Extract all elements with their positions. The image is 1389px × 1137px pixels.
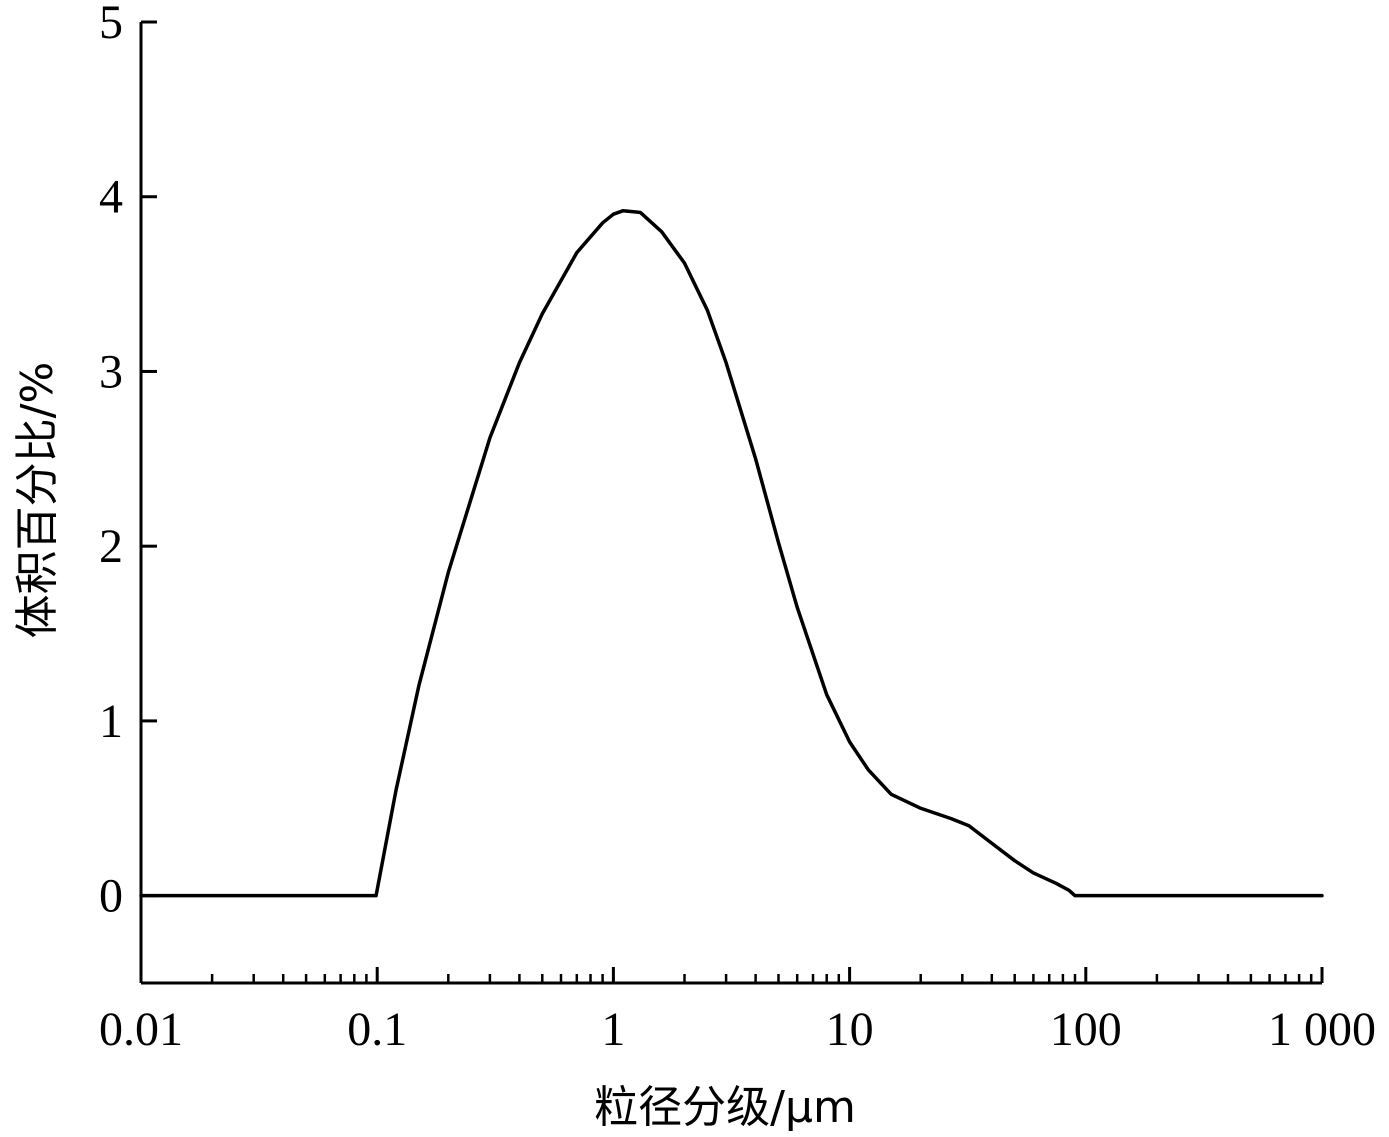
y-tick-label: 2	[99, 520, 123, 573]
x-tick-label: 1	[601, 1003, 625, 1056]
axes	[139, 22, 1322, 985]
x-tick-label: 10	[826, 1003, 874, 1056]
x-tick-label: 0.1	[347, 1003, 407, 1056]
ticks	[139, 20, 1324, 983]
x-tick-label: 100	[1050, 1003, 1122, 1056]
y-tick-label: 0	[99, 870, 123, 923]
series-line	[139, 208, 1324, 898]
y-axis-title: 体积百分比/%	[12, 362, 63, 639]
y-tick-label: 4	[99, 171, 123, 224]
x-tick-label: 1 000	[1268, 1003, 1376, 1056]
tick-labels: 0 1 2 3 4 5 0.01 0.1 1 10 100 1 000	[99, 0, 1376, 1056]
x-tick-label: 0.01	[99, 1003, 183, 1056]
y-tick-label: 5	[99, 0, 123, 49]
y-tick-label: 3	[99, 345, 123, 398]
y-tick-label: 1	[99, 695, 123, 748]
x-axis-title: 粒径分级/μm	[594, 1082, 856, 1133]
